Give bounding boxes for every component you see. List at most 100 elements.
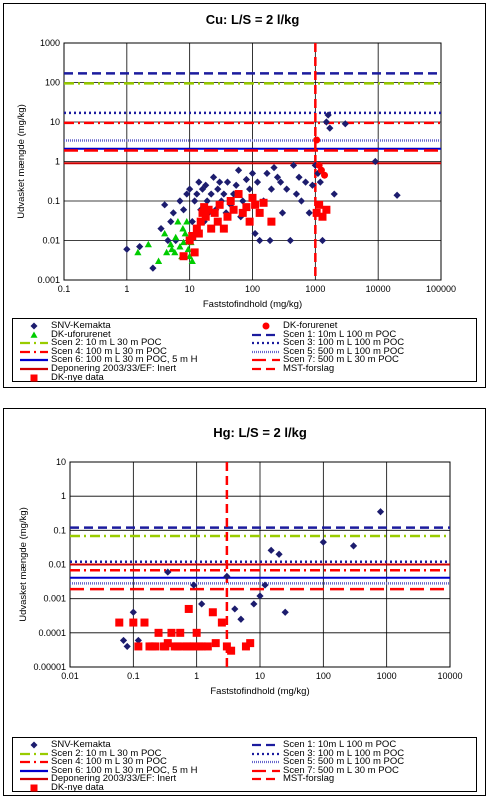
hg-x-tick-label: 1 — [194, 671, 199, 681]
hg-x-tick-label: 0.01 — [61, 671, 79, 681]
cu-point-snv-kemakta — [267, 185, 276, 193]
cu-point-snv-kemakta — [308, 181, 317, 189]
hg-point-snv-kemakta — [129, 608, 137, 616]
hg-point-dk-nye-data — [197, 642, 206, 651]
cu-point-dk-forurenet — [313, 136, 321, 144]
hg-point-dk-nye-data — [189, 642, 198, 651]
hg-legend-label: Scen 1: 10m L 100 m POC — [283, 739, 397, 750]
cu-point-snv-kemakta — [341, 120, 349, 128]
cu-point-snv-kemakta — [326, 124, 334, 132]
cu-point-snv-kemakta — [266, 236, 274, 245]
hg-point-dk-nye-data — [246, 639, 255, 648]
cu-y-tick-label: 0.001 — [37, 275, 60, 285]
hg-y-tick-label: 0.01 — [48, 560, 66, 570]
hg-point-snv-kemakta — [190, 581, 198, 589]
legend-marker — [262, 322, 270, 330]
hg-point-dk-nye-data — [173, 642, 182, 651]
cu-point-dk-nye-data — [219, 224, 228, 233]
cu-point-dk-nye-data — [238, 208, 247, 217]
cu-point-dk-uforurenet — [188, 257, 196, 265]
hg-point-snv-kemakta — [223, 572, 231, 580]
cu-y-tick-label: 0.01 — [42, 236, 60, 246]
cu-legend-label: SNV-Kemakta — [51, 320, 111, 331]
cu-point-dk-uforurenet — [134, 248, 142, 256]
cu-point-dk-uforurenet — [174, 218, 182, 225]
hg-legend-label: Scen 4: 100 m L 30 m POC — [51, 756, 167, 768]
cu-point-snv-kemakta — [209, 173, 218, 181]
cu-point-snv-kemakta — [324, 111, 332, 119]
hg-x-tick-label: 0.1 — [127, 671, 140, 681]
cu-point-dk-uforurenet — [176, 243, 184, 250]
cu-point-dk-nye-data — [242, 203, 251, 212]
hg-point-dk-nye-data — [167, 628, 176, 637]
cu-point-snv-kemakta — [216, 178, 224, 186]
cu-point-dk-uforurenet — [186, 252, 194, 260]
cu-point-snv-kemakta — [322, 118, 330, 126]
hg-y-tick-label: 10 — [56, 457, 66, 467]
cu-point-snv-kemakta — [164, 236, 172, 245]
cu-point-snv-kemakta — [246, 185, 254, 193]
cu-point-dk-nye-data — [223, 212, 232, 221]
cu-point-dk-nye-data — [179, 252, 188, 261]
cu-y-axis-label: Udvasket mængde (mg/kg) — [16, 104, 27, 219]
cu-point-snv-kemakta — [292, 190, 301, 198]
cu-point-snv-kemakta — [202, 181, 210, 189]
cu-point-snv-kemakta — [169, 209, 177, 217]
hg-point-dk-nye-data — [184, 604, 193, 613]
hg-y-tick-label: 0.0001 — [38, 628, 66, 638]
hg-point-dk-nye-data — [222, 642, 231, 651]
cu-point-snv-kemakta — [223, 178, 232, 186]
cu-y-tick-label: 1000 — [40, 38, 60, 48]
cu-point-snv-kemakta — [248, 169, 257, 177]
hg-point-dk-nye-data — [241, 642, 250, 651]
cu-point-snv-kemakta — [393, 191, 401, 199]
hg-point-dk-nye-data — [151, 642, 160, 651]
cu-point-dk-nye-data — [190, 248, 199, 257]
cu-point-dk-uforurenet — [163, 248, 171, 256]
cu-chart-title: Cu: L/S = 2 l/kg — [206, 12, 300, 27]
cu-point-snv-kemakta — [263, 169, 271, 177]
cu-point-snv-kemakta — [330, 190, 338, 198]
cu-point-dk-nye-data — [312, 208, 321, 217]
cu-point-dk-nye-data — [213, 217, 222, 226]
cu-legend-label: DK-uforurenet — [51, 328, 111, 340]
hg-point-dk-nye-data — [208, 608, 217, 617]
hg-chart-svg: Hg: L/S = 2 l/kg 0.01 0.1 1 10 100 1000 10000 0.… — [18, 425, 463, 697]
legend-marker — [30, 374, 38, 382]
cu-x-axis-label: Faststofindhold (mg/kg) — [203, 299, 302, 310]
hg-x-tick-label: 10000 — [437, 671, 462, 681]
hg-x-tick-label: 100 — [316, 671, 331, 681]
cu-point-snv-kemakta — [161, 201, 169, 209]
cu-point-dk-uforurenet — [172, 233, 180, 241]
cu-point-dk-nye-data — [210, 208, 219, 217]
hg-point-snv-kemakta — [349, 542, 358, 550]
cu-point-snv-kemakta — [232, 181, 240, 189]
cu-point-dk-nye-data — [207, 224, 216, 233]
hg-point-dk-nye-data — [227, 646, 236, 655]
cu-point-dk-nye-data — [322, 205, 331, 214]
cu-x-tick-label: 100 — [245, 284, 260, 294]
cu-y-tick-label: 100 — [45, 78, 60, 88]
cu-y-tick-label: 1 — [55, 157, 60, 167]
cu-point-snv-kemakta — [286, 236, 294, 245]
cu-x-tick-label: 100000 — [426, 284, 456, 294]
cu-point-dk-nye-data — [248, 193, 257, 202]
hg-point-dk-nye-data — [140, 618, 149, 627]
cu-point-dk-nye-data — [196, 217, 205, 226]
hg-y-tick-label: 0.001 — [43, 594, 66, 604]
cu-point-snv-kemakta — [157, 225, 165, 233]
cu-x-tick-label: 0.1 — [58, 284, 71, 294]
cu-y-tick-label: 10 — [50, 117, 60, 127]
cu-point-dk-uforurenet — [154, 257, 163, 265]
cu-point-snv-kemakta — [207, 190, 215, 198]
hg-legend-label: Scen 5: 500 m L 100 m POC — [283, 756, 405, 768]
cu-point-snv-kemakta — [183, 190, 191, 198]
cu-legend-label: DK-nye data — [51, 371, 104, 383]
hg-point-dk-nye-data — [176, 628, 185, 637]
hg-point-snv-kemakta — [123, 642, 131, 651]
cu-point-snv-kemakta — [305, 209, 313, 217]
cu-point-snv-kemakta — [316, 178, 324, 186]
hg-point-dk-nye-data — [129, 618, 138, 627]
cu-point-dk-nye-data — [267, 217, 276, 226]
hg-legend-label: Deponering 2003/33/EF: Inert — [51, 773, 177, 785]
